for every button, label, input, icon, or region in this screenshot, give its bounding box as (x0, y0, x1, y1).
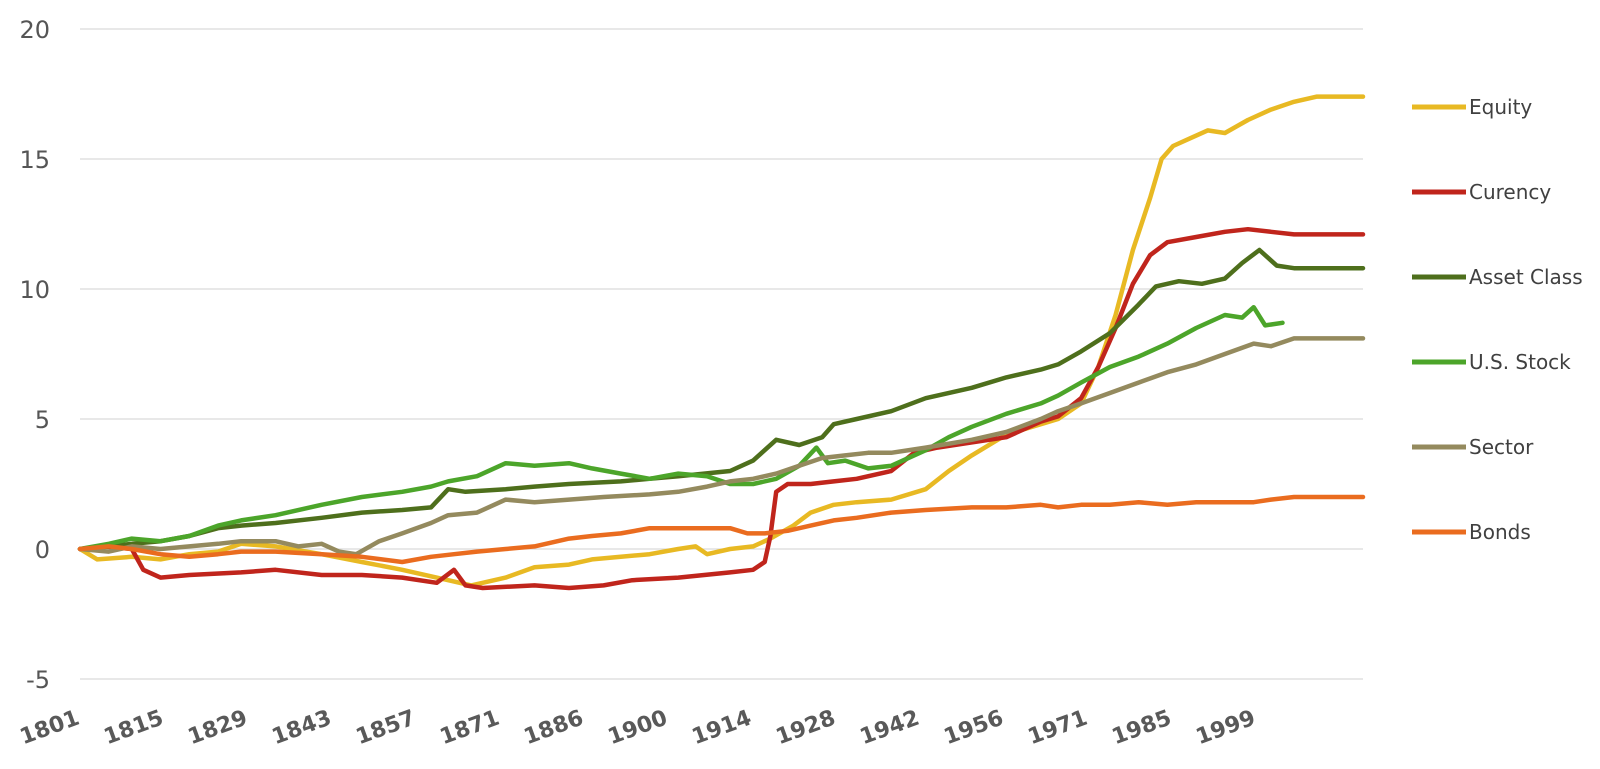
y-tick-label: 15 (19, 146, 50, 174)
x-tick-label: 1815 (101, 706, 167, 750)
y-tick-label: 20 (19, 16, 50, 44)
x-tick-label: 1971 (1025, 706, 1091, 750)
series-line-bonds (77, 494, 1366, 565)
x-tick-label: 1843 (269, 706, 335, 750)
legend-label: Asset Class (1469, 265, 1583, 289)
x-tick-label: 1900 (605, 706, 671, 750)
legend-label: U.S. Stock (1469, 350, 1571, 374)
y-axis-ticks: -5 0 5 10 15 20 (19, 16, 50, 694)
x-tick-label: 1829 (185, 706, 251, 750)
y-tick-label: 0 (35, 536, 50, 564)
series-line-u-s-stock (77, 304, 1285, 552)
y-tick-label: 5 (35, 406, 50, 434)
legend-label: Sector (1469, 435, 1534, 459)
gridlines (80, 28, 1363, 680)
legend: Equity Curency Asset Class U.S. Stock Sector… (1412, 95, 1583, 544)
x-tick-label: 1914 (689, 706, 755, 750)
series-line-asset-class (77, 247, 1366, 552)
series-line-curency (77, 226, 1366, 591)
x-axis-ticks: 1801 1815 1829 1843 1857 1871 1886 1900 1914 1928… (17, 706, 1259, 750)
x-tick-label: 1871 (437, 706, 503, 750)
x-tick-label: 1985 (1109, 706, 1175, 750)
x-tick-label: 1928 (773, 706, 839, 750)
legend-label: Bonds (1469, 520, 1531, 544)
series-line-sector (77, 336, 1366, 557)
x-tick-label: 1956 (941, 706, 1007, 750)
x-tick-label: 1942 (857, 706, 923, 750)
series-lines (77, 94, 1366, 591)
x-tick-label: 1886 (521, 706, 587, 750)
x-tick-label: 1857 (353, 706, 419, 750)
legend-label: Equity (1469, 95, 1532, 119)
x-tick-label: 1801 (17, 706, 83, 750)
y-tick-label: 10 (19, 276, 50, 304)
y-tick-label: -5 (26, 666, 50, 694)
legend-label: Curency (1469, 180, 1551, 204)
x-tick-label: 1999 (1193, 706, 1259, 750)
